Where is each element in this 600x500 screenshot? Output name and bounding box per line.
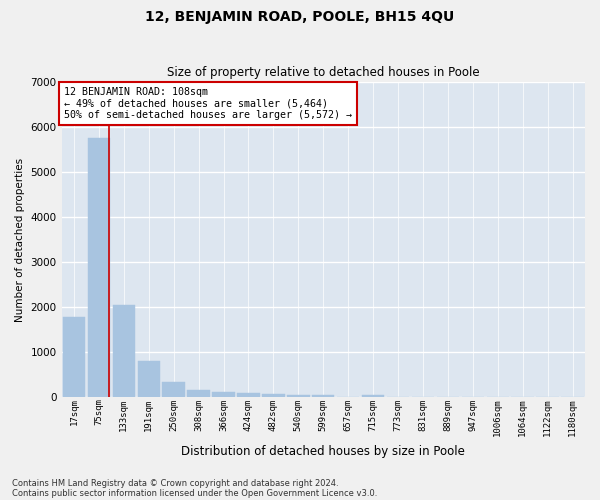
Text: Contains public sector information licensed under the Open Government Licence v3: Contains public sector information licen…: [12, 488, 377, 498]
Y-axis label: Number of detached properties: Number of detached properties: [15, 158, 25, 322]
Bar: [187, 390, 210, 397]
Bar: [88, 138, 110, 397]
X-axis label: Distribution of detached houses by size in Poole: Distribution of detached houses by size …: [181, 444, 465, 458]
Bar: [287, 395, 310, 397]
Title: Size of property relative to detached houses in Poole: Size of property relative to detached ho…: [167, 66, 479, 80]
Bar: [312, 395, 334, 397]
Bar: [137, 361, 160, 397]
Bar: [212, 392, 235, 397]
Text: Contains HM Land Registry data © Crown copyright and database right 2024.: Contains HM Land Registry data © Crown c…: [12, 478, 338, 488]
Bar: [262, 394, 284, 397]
Bar: [237, 392, 260, 397]
Text: 12, BENJAMIN ROAD, POOLE, BH15 4QU: 12, BENJAMIN ROAD, POOLE, BH15 4QU: [145, 10, 455, 24]
Bar: [163, 382, 185, 397]
Bar: [362, 395, 385, 397]
Bar: [113, 305, 135, 397]
Bar: [63, 317, 85, 397]
Text: 12 BENJAMIN ROAD: 108sqm
← 49% of detached houses are smaller (5,464)
50% of sem: 12 BENJAMIN ROAD: 108sqm ← 49% of detach…: [64, 87, 352, 120]
